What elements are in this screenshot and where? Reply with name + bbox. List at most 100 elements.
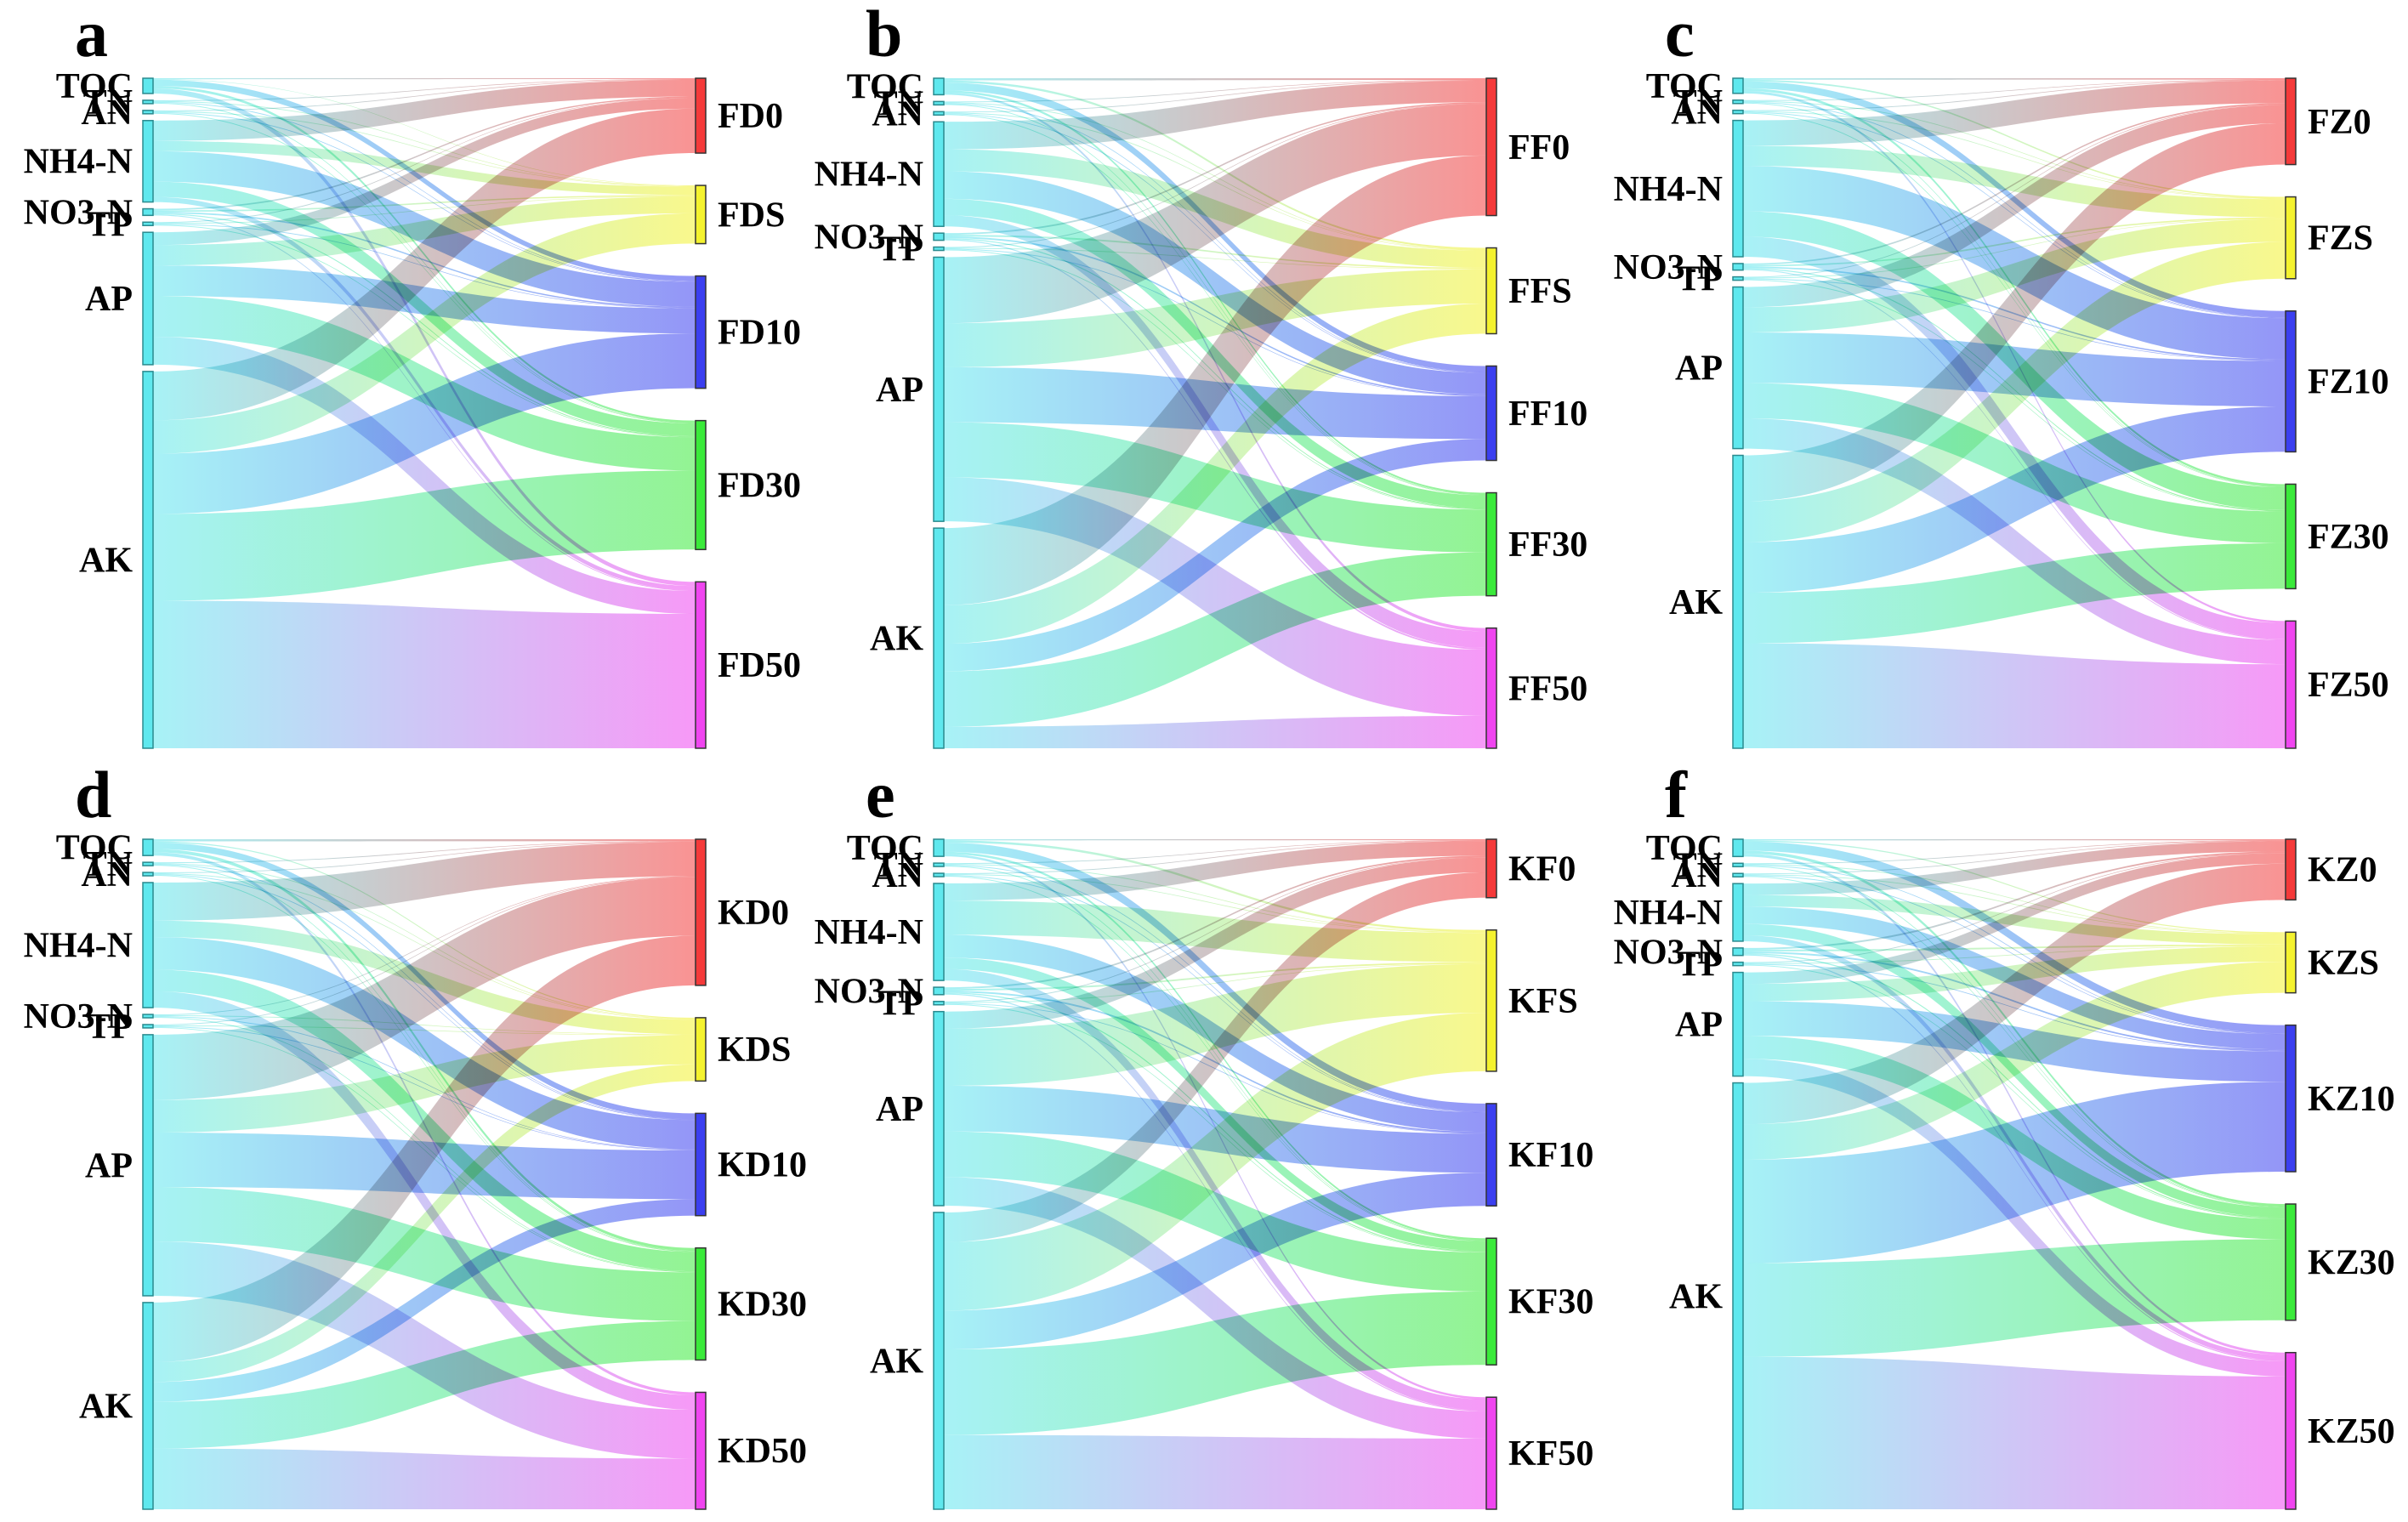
source-label: TN — [1673, 846, 1723, 885]
target-label: KD30 — [718, 1286, 807, 1325]
flow-8-TN-to-KD0 — [153, 841, 696, 864]
flow-8-NO3-N-to-KD0 — [153, 876, 696, 1016]
flow-8-NO3-N-to-KDS — [153, 1015, 696, 1035]
target-node-KF50 — [1485, 1396, 1497, 1510]
source-node-TOC — [933, 838, 945, 857]
source-label: AN — [1671, 856, 1723, 895]
flow-8-AP-to-KZ50 — [1743, 1059, 2286, 1377]
flows — [153, 78, 696, 748]
flow-8-AN-to-KZS — [1743, 874, 2286, 934]
flow-8-AP-to-FDS — [153, 196, 696, 266]
flow-8-TP-to-KDS — [153, 1025, 696, 1036]
source-label: TOC — [847, 68, 923, 107]
flow-8-TOC-to-FFS — [944, 80, 1486, 250]
flow-8-NO3-N-to-FD0 — [153, 96, 696, 211]
flow-8-AK-to-KD10 — [153, 1199, 696, 1402]
flows — [944, 839, 1486, 1509]
flow-8-TOC-to-FF0 — [944, 78, 1486, 81]
source-node-NH4-N — [1732, 119, 1744, 258]
flow-8-TOC-to-FD0 — [153, 78, 696, 80]
flow-8-AK-to-FZ30 — [1743, 542, 2286, 644]
source-node-TP — [1732, 275, 1744, 281]
flow-8-AP-to-FD30 — [153, 296, 696, 471]
flow-8-TP-to-KZS — [1743, 946, 2286, 964]
target-node-FF30 — [1485, 491, 1497, 597]
flow-8-TOC-to-KFS — [944, 840, 1486, 933]
flow-8-TP-to-KF0 — [944, 857, 1486, 1002]
flow-8-NH4-N-to-KFS — [944, 900, 1486, 963]
flow-8-TOC-to-FZS — [1743, 79, 2286, 199]
source-node-AK — [1732, 1082, 1744, 1510]
flows — [944, 78, 1486, 748]
flow-8-TN-to-KDS — [153, 863, 696, 1019]
flow-8-AK-to-FDS — [153, 213, 696, 454]
flow-8-NH4-N-to-KD0 — [153, 842, 696, 921]
target-node-KF0 — [1485, 838, 1497, 899]
target-label: FD10 — [718, 314, 801, 353]
flow-8-TOC-to-FDS — [153, 79, 696, 186]
flow-8-NH4-N-to-KF0 — [944, 841, 1486, 901]
flow-8-AK-to-KD0 — [153, 935, 696, 1362]
source-label: AP — [876, 1090, 923, 1129]
target-node-KF30 — [1485, 1237, 1497, 1366]
flow-8-AK-to-KZ0 — [1743, 863, 2286, 1125]
flow-8-NO3-N-to-FZ0 — [1743, 103, 2286, 265]
flow-8-AN-to-KDS — [153, 873, 696, 1020]
panel-letter: a — [75, 0, 108, 71]
flow-8-AK-to-KZS — [1743, 962, 2286, 1160]
target-label: KD50 — [718, 1432, 807, 1471]
target-label: KFS — [1508, 982, 1578, 1021]
source-label: TOC — [847, 829, 923, 868]
source-label: NH4-N — [24, 143, 133, 182]
flow-8-TOC-to-KD0 — [153, 839, 696, 842]
source-node-TOC — [142, 838, 154, 856]
source-node-NH4-N — [142, 882, 154, 1008]
flow-8-TN-to-KZ10 — [1743, 865, 2286, 1034]
flow-8-AK-to-KD50 — [153, 1448, 696, 1509]
flow-8-AK-to-FFS — [944, 304, 1486, 645]
flow-8-TOC-to-FZ0 — [1743, 78, 2286, 80]
target-label: KDS — [718, 1031, 791, 1070]
target-label: KZ30 — [2308, 1243, 2395, 1282]
flow-8-AK-to-FD50 — [153, 600, 696, 748]
target-node-KD10 — [695, 1112, 707, 1217]
flow-8-TP-to-KFS — [944, 963, 1486, 1003]
flow-8-AK-to-KZ10 — [1743, 1082, 2286, 1264]
flow-8-AK-to-KZ50 — [1743, 1356, 2286, 1509]
source-node-NO3-N — [1732, 263, 1744, 271]
target-label: KZS — [2308, 944, 2379, 983]
flow-8-TN-to-KZ0 — [1743, 840, 2286, 865]
flow-8-AK-to-KD30 — [153, 1320, 696, 1449]
flow-8-TN-to-FFS — [944, 102, 1486, 251]
target-node-FZS — [2285, 196, 2297, 280]
source-label: AN — [872, 856, 923, 895]
source-label: TOC — [56, 829, 133, 868]
source-node-AN — [933, 111, 945, 116]
source-node-TOC — [1732, 838, 1744, 858]
flow-8-AP-to-KZ0 — [1743, 853, 2286, 985]
source-label: AK — [79, 541, 133, 580]
flow-8-NO3-N-to-KZ30 — [1743, 952, 2286, 1219]
flow-8-TP-to-KD0 — [153, 877, 696, 1025]
source-label: AK — [1669, 1277, 1723, 1316]
flow-8-NH4-N-to-FZ10 — [1743, 166, 2286, 360]
target-label: FFS — [1508, 272, 1572, 311]
source-label: NO3-N — [815, 218, 923, 257]
target-node-FZ10 — [2285, 310, 2297, 453]
flow-8-AN-to-KF10 — [944, 875, 1486, 1113]
source-label: NO3-N — [815, 972, 923, 1011]
flow-8-TN-to-KFS — [944, 864, 1486, 933]
flow-8-AP-to-FD50 — [153, 336, 696, 614]
target-node-FD10 — [695, 275, 707, 389]
flow-8-AK-to-FZ0 — [1743, 122, 2286, 502]
target-label: FF10 — [1508, 395, 1587, 434]
target-label: FDS — [718, 196, 785, 235]
source-label: AN — [1671, 94, 1723, 133]
flows — [153, 839, 696, 1509]
source-label: TN — [874, 84, 923, 123]
flow-8-AP-to-KF0 — [944, 857, 1486, 1029]
flow-8-AN-to-FDS — [153, 111, 696, 187]
target-node-FF10 — [1485, 365, 1497, 462]
